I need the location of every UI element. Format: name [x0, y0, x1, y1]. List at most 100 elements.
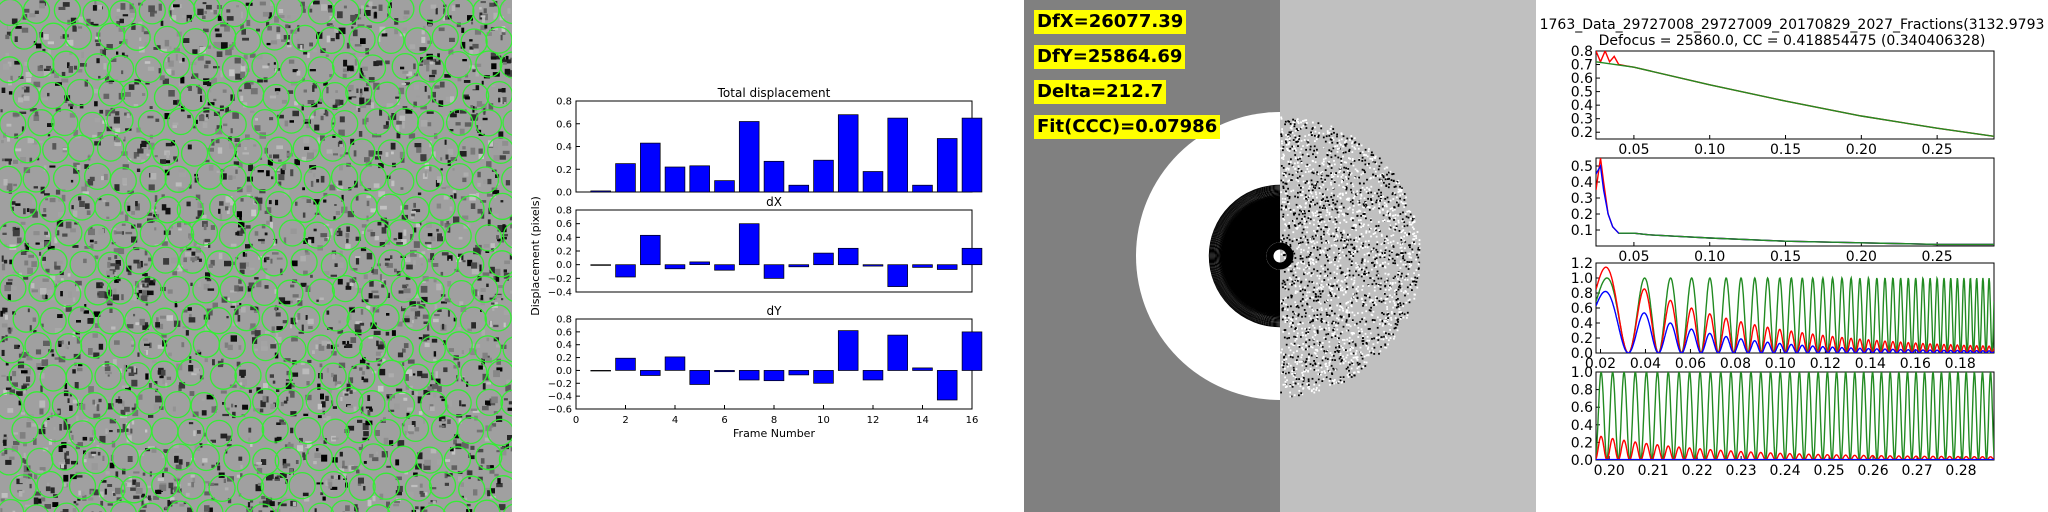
noise-speck: [143, 31, 150, 35]
noise-speck: [70, 17, 77, 25]
noise-speck: [344, 442, 349, 445]
noise-speck: [130, 428, 133, 434]
spectrum-speck: [1334, 207, 1337, 210]
noise-speck: [98, 5, 102, 10]
noise-speck: [1, 349, 5, 356]
spectrum-speck: [1285, 208, 1288, 211]
particle-circle: [462, 82, 490, 111]
spectrum-speck: [1404, 202, 1407, 205]
noise-speck: [269, 374, 274, 378]
noise-speck: [477, 182, 481, 187]
particle-circle: [456, 416, 485, 445]
noise-speck: [318, 344, 325, 351]
noise-speck: [360, 38, 366, 44]
noise-speck: [208, 165, 214, 171]
spectrum-speck: [1328, 362, 1331, 364]
noise-speck: [71, 205, 74, 210]
noise-speck: [212, 302, 218, 308]
noise-speck: [266, 170, 270, 177]
spectrum-speck: [1356, 193, 1359, 195]
spectrum-speck: [1299, 255, 1302, 257]
particle-circle: [52, 50, 80, 78]
spectrum-speck: [1318, 301, 1321, 304]
spectrum-speck: [1295, 128, 1298, 130]
noise-speck: [24, 86, 30, 93]
spectrum-speck: [1362, 335, 1364, 338]
noise-speck: [449, 129, 454, 132]
particle-circle: [66, 78, 94, 107]
spectrum-speck: [1321, 346, 1324, 348]
noise-speck: [100, 49, 106, 56]
noise-speck: [6, 123, 12, 127]
noise-speck: [38, 425, 42, 433]
noise-speck: [422, 280, 426, 283]
bar: [615, 357, 636, 371]
noise-speck: [338, 468, 345, 472]
noise-speck: [197, 210, 204, 217]
noise-speck: [316, 179, 320, 183]
noise-speck: [121, 151, 128, 156]
spectrum-speck: [1353, 276, 1356, 279]
noise-speck: [208, 243, 211, 248]
noise-speck: [21, 385, 27, 391]
noise-speck: [144, 498, 149, 504]
noise-speck: [142, 350, 147, 357]
particle-circle: [345, 416, 373, 444]
spectrum-speck: [1289, 391, 1291, 394]
noise-speck: [111, 227, 117, 231]
spectrum-speck: [1363, 188, 1366, 191]
noise-speck: [491, 396, 498, 404]
noise-speck: [227, 498, 232, 504]
spectrum-speck: [1336, 338, 1339, 340]
spectrum-speck: [1290, 322, 1292, 324]
spectrum-speck: [1400, 246, 1403, 249]
spectrum-speck: [1307, 217, 1310, 219]
noise-speck: [195, 216, 200, 219]
motion-xlabel: Frame Number: [733, 427, 815, 440]
spectrum-speck: [1386, 210, 1389, 213]
spectrum-speck: [1342, 229, 1345, 232]
noise-speck: [114, 272, 117, 277]
noise-speck: [359, 322, 365, 326]
spectrum-speck: [1326, 350, 1328, 353]
spectrum-speck: [1286, 379, 1288, 382]
noise-speck: [282, 466, 288, 469]
noise-speck: [89, 176, 95, 182]
spectrum-speck: [1408, 261, 1411, 263]
noise-speck: [380, 217, 387, 222]
noise-speck: [101, 176, 104, 181]
noise-speck: [480, 25, 487, 31]
noise-speck: [182, 38, 190, 43]
noise-speck: [255, 118, 258, 121]
spectrum-speck: [1398, 284, 1401, 287]
noise-speck: [431, 384, 438, 389]
particle-circle: [64, 22, 92, 50]
spectrum-speck: [1370, 227, 1372, 230]
noise-speck: [248, 389, 252, 393]
spectrum-speck: [1301, 153, 1304, 156]
spectrum-speck: [1322, 198, 1324, 200]
spectrum-speck: [1326, 226, 1328, 229]
noise-speck: [192, 49, 198, 55]
particle-circle: [235, 137, 263, 165]
noise-speck: [503, 398, 508, 401]
particle-circle: [194, 108, 222, 136]
spectrum-speck: [1308, 280, 1311, 283]
noise-speck: [256, 387, 261, 393]
noise-speck: [45, 198, 49, 201]
particle-circle: [499, 51, 512, 79]
noise-speck: [74, 382, 79, 389]
noise-speck: [6, 31, 12, 36]
noise-speck: [489, 467, 495, 474]
noise-speck: [374, 430, 380, 436]
noise-speck: [41, 214, 47, 217]
noise-speck: [461, 404, 466, 407]
spectrum-speck: [1342, 309, 1344, 312]
particle-circle: [0, 392, 23, 420]
noise-speck: [420, 493, 425, 497]
spectrum-speck: [1311, 308, 1314, 311]
noise-speck: [436, 459, 442, 465]
bar: [788, 264, 810, 268]
spectrum-speck: [1333, 331, 1336, 334]
noise-speck: [496, 367, 503, 372]
